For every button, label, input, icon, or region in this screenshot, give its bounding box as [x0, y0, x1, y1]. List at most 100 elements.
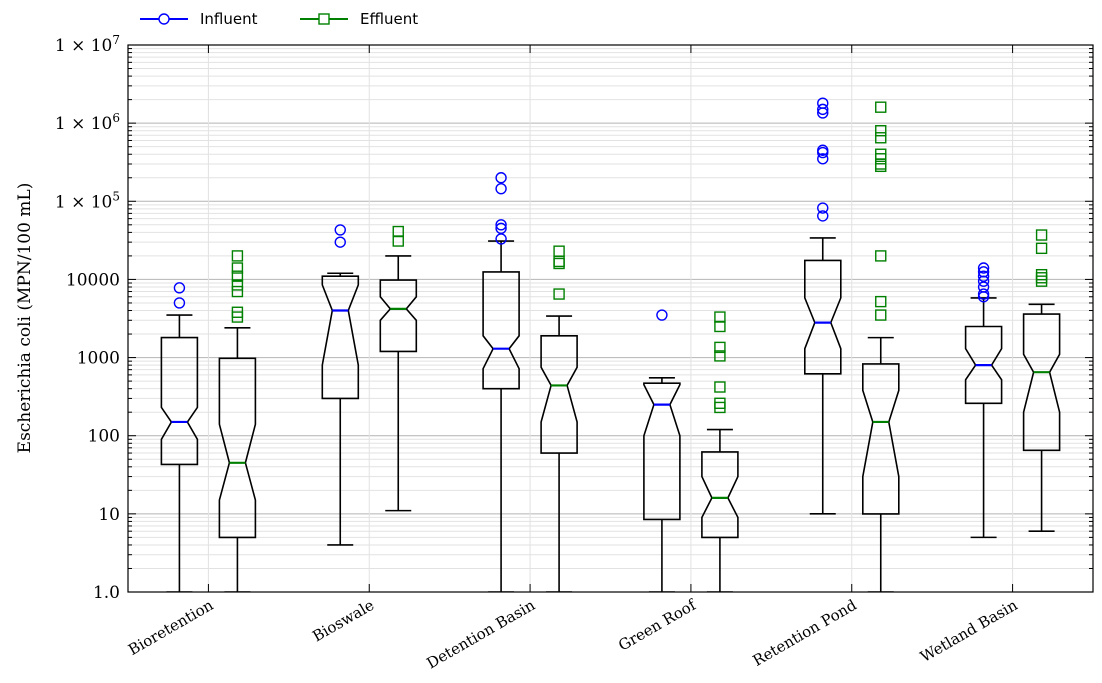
outlier-point	[875, 125, 887, 137]
outlier-point	[817, 202, 829, 214]
outlier-point	[875, 148, 887, 160]
box-influent-wetland-basin	[964, 262, 1003, 539]
outlier-point	[231, 285, 244, 298]
outlier-point	[977, 266, 990, 278]
box-body	[482, 271, 520, 390]
outlier-point	[875, 101, 887, 113]
outlier-point	[817, 210, 829, 222]
plot-frame	[127, 44, 1094, 593]
outlier-point	[817, 103, 829, 116]
legend-marker-icon	[318, 13, 330, 25]
outlier-point	[553, 245, 565, 257]
outlier-point	[875, 295, 887, 308]
outlier-point	[495, 182, 507, 195]
y-axis-label: Escherichia coli (MPN/100 mL)	[15, 183, 35, 454]
y-tick-label: 10000	[66, 270, 120, 290]
y-tick-label: 1 × 105	[55, 189, 120, 212]
box-body	[964, 325, 1003, 405]
outlier-point	[1035, 229, 1048, 241]
outlier-point	[817, 146, 829, 159]
x-tick-label: Wetland Basin	[917, 596, 1021, 666]
outlier-point	[231, 279, 244, 291]
box-body	[321, 275, 360, 400]
outlier-point	[875, 160, 887, 173]
outlier-point	[817, 144, 829, 156]
x-tick-label: Retention Pond	[750, 596, 860, 670]
box-influent-bioretention	[160, 282, 199, 592]
box-body	[218, 357, 257, 539]
outlier-point	[714, 401, 726, 414]
outlier-point	[231, 270, 244, 282]
outlier-point	[173, 282, 186, 294]
outlier-point	[392, 225, 404, 238]
y-tick-label: 100	[88, 427, 120, 447]
x-tick-label: Green Roof	[615, 595, 700, 654]
legend-label: Influent	[200, 10, 258, 28]
box-effluent-retention-pond	[861, 101, 900, 592]
outlier-point	[1035, 268, 1048, 281]
box-effluent-green-roof	[701, 311, 739, 592]
outlier-point	[714, 381, 726, 393]
box-groups	[160, 97, 1061, 592]
outlier-point	[875, 250, 887, 262]
box-body	[861, 363, 900, 515]
outlier-point	[656, 309, 668, 321]
legend-entry-influent: Influent	[140, 10, 258, 28]
outlier-point	[553, 288, 565, 300]
y-tick-label: 10	[98, 505, 120, 525]
y-tick-label: 1.0	[93, 583, 120, 603]
outlier-point	[392, 235, 404, 247]
legend: Influent Effluent	[140, 10, 418, 28]
outlier-point	[173, 297, 186, 309]
outlier-point	[714, 341, 726, 354]
outlier-point	[714, 397, 726, 409]
x-tick-label: Detention Basin	[424, 596, 539, 673]
grid	[128, 45, 1093, 593]
outlier-point	[495, 222, 507, 235]
outlier-point	[817, 153, 829, 165]
outlier-point	[231, 250, 244, 262]
plot-border	[127, 44, 1094, 593]
legend-label: Effluent	[360, 10, 418, 28]
box-influent-retention-pond	[803, 97, 842, 515]
box-body	[803, 259, 842, 375]
outlier-point	[231, 306, 244, 318]
outlier-point	[714, 311, 726, 323]
outlier-point	[495, 219, 507, 231]
box-influent-detention-basin	[482, 172, 520, 592]
box-effluent-bioretention	[218, 250, 257, 592]
box-effluent-wetland-basin	[1022, 229, 1061, 532]
box-body	[160, 336, 199, 466]
outlier-point	[817, 97, 829, 109]
outlier-point	[231, 262, 244, 274]
y-axis: 1.0 10 100 1000 10000 1 × 105 1 × 106 1 × 107	[55, 33, 1093, 603]
outlier-point	[495, 172, 507, 184]
box-body	[1022, 313, 1061, 452]
outlier-point	[714, 350, 726, 362]
outlier-point	[977, 288, 990, 300]
outlier-point	[1035, 275, 1048, 287]
outlier-point	[714, 320, 726, 333]
outlier-point	[875, 309, 887, 321]
box-body	[643, 382, 681, 521]
outlier-point	[977, 281, 990, 293]
box-effluent-bioswale	[379, 225, 418, 512]
outlier-point	[875, 132, 887, 144]
outlier-point	[977, 262, 990, 274]
y-tick-label: 1 × 107	[55, 33, 120, 56]
legend-marker-icon	[158, 13, 170, 25]
box-influent-bioswale	[321, 224, 360, 546]
x-tick-label: Bioswale	[309, 596, 377, 646]
box-body	[701, 451, 739, 539]
y-tick-label: 1000	[77, 349, 120, 369]
box-influent-green-roof	[643, 309, 681, 592]
outlier-point	[1035, 272, 1048, 284]
x-axis: Bioretention Bioswale Detention Basin Green…	[125, 45, 1021, 672]
x-tick-label: Bioretention	[125, 596, 217, 659]
legend-entry-effluent: Effluent	[300, 10, 418, 28]
y-tick-label: 1 × 106	[55, 111, 120, 134]
box-body	[379, 279, 418, 353]
outlier-point	[977, 270, 990, 282]
box-effluent-detention-basin	[540, 245, 578, 592]
